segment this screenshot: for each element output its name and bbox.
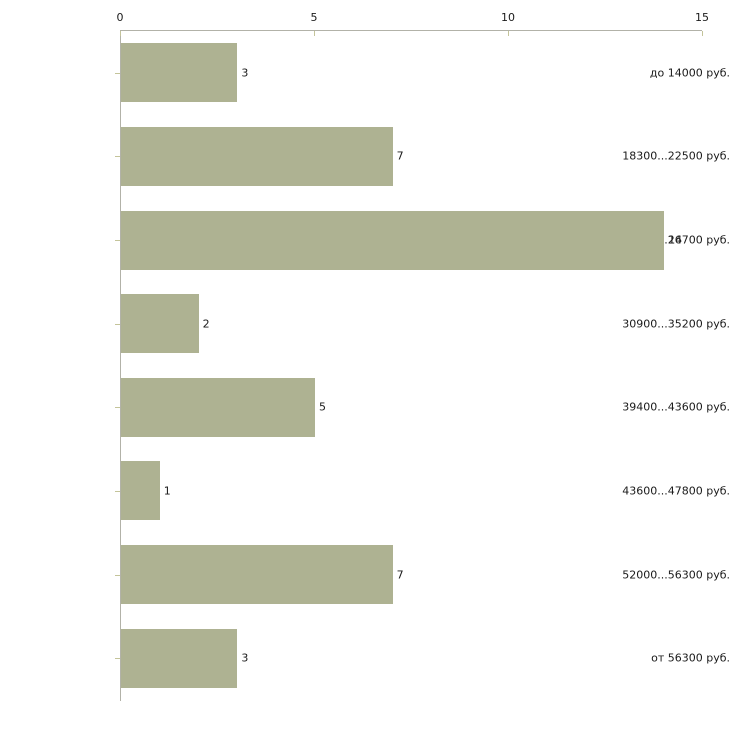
y-category-label: от 56300 руб.: [651, 651, 730, 665]
y-tick-mark: [115, 73, 120, 74]
bar-value-label: 14: [668, 233, 683, 247]
y-category-label: 39400...43600 руб.: [622, 400, 730, 414]
y-tick-mark: [115, 491, 120, 492]
bar: [121, 628, 238, 688]
x-tick-label: 0: [116, 11, 124, 24]
bar-value-label: 2: [202, 317, 210, 331]
y-tick-mark: [115, 240, 120, 241]
y-tick-mark: [115, 156, 120, 157]
x-tick-label: 5: [310, 11, 318, 24]
y-tick-mark: [115, 324, 120, 325]
y-tick-mark: [115, 575, 120, 576]
bar-value-label: 1: [163, 484, 171, 498]
y-category-label: 18300...22500 руб.: [622, 149, 730, 163]
x-tick-mark: [314, 31, 315, 36]
x-tick-mark: [508, 31, 509, 36]
y-category-label: 43600...47800 руб.: [622, 484, 730, 498]
bar: [121, 43, 238, 103]
y-category-label: 52000...56300 руб.: [622, 568, 730, 582]
x-tick-label: 10: [501, 11, 515, 24]
bar: [121, 294, 199, 354]
x-tick-label: 15: [695, 11, 709, 24]
bar: [121, 126, 393, 186]
bar: [121, 461, 160, 521]
y-category-label: 30900...35200 руб.: [622, 317, 730, 331]
bar-value-label: 7: [396, 149, 404, 163]
bar-value-label: 3: [241, 66, 249, 80]
y-category-label: до 14000 руб.: [649, 66, 730, 80]
y-axis-line: [120, 30, 121, 701]
bar: [121, 545, 393, 605]
y-tick-mark: [115, 407, 120, 408]
bar-value-label: 3: [241, 651, 249, 665]
y-tick-mark: [115, 658, 120, 659]
x-tick-mark: [702, 31, 703, 36]
bar: [121, 210, 665, 270]
x-axis-line: [120, 30, 702, 31]
bar-value-label: 7: [396, 568, 404, 582]
x-tick-mark: [120, 31, 121, 36]
bar: [121, 377, 315, 437]
bar-value-label: 5: [319, 400, 326, 414]
